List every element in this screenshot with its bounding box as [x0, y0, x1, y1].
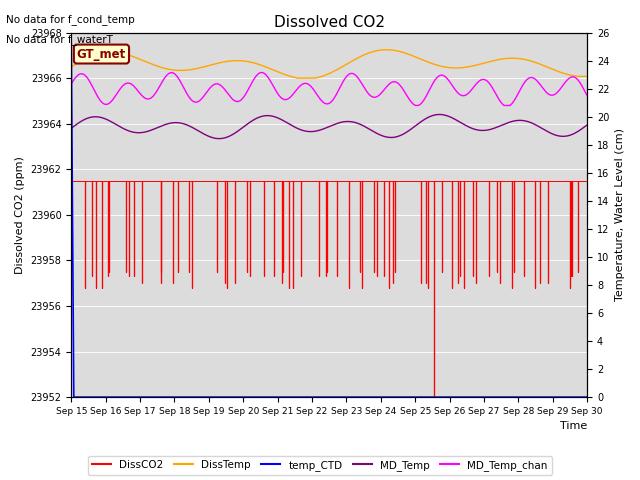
Text: GT_met: GT_met	[77, 48, 126, 60]
Text: No data for f_cond_temp: No data for f_cond_temp	[6, 14, 135, 25]
Title: Dissolved CO2: Dissolved CO2	[274, 15, 385, 30]
Legend: DissCO2, DissTemp, temp_CTD, MD_Temp, MD_Temp_chan: DissCO2, DissTemp, temp_CTD, MD_Temp, MD…	[88, 456, 552, 475]
X-axis label: Time: Time	[560, 421, 588, 432]
Y-axis label: Temperature, Water Level (cm): Temperature, Water Level (cm)	[615, 128, 625, 301]
Text: No data for f_waterT: No data for f_waterT	[6, 34, 113, 45]
Y-axis label: Dissolved CO2 (ppm): Dissolved CO2 (ppm)	[15, 156, 25, 274]
